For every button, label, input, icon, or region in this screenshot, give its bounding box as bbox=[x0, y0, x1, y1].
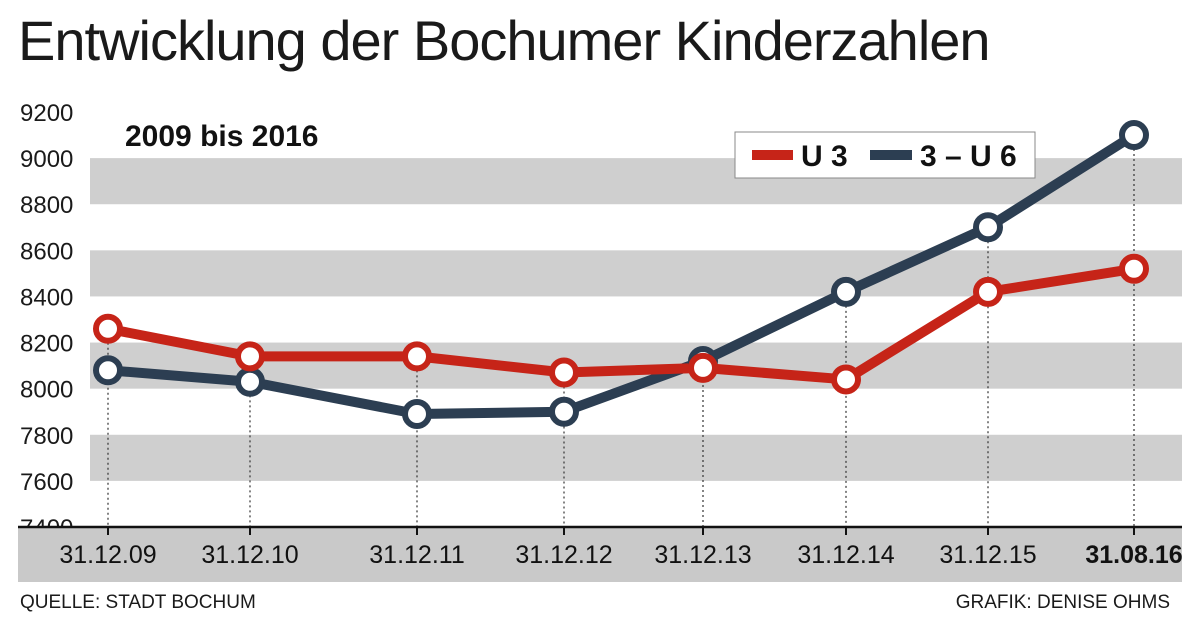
y-tick-label: 9000 bbox=[20, 146, 73, 173]
data-point-u3 bbox=[549, 357, 579, 388]
x-tick-label: 31.12.11 bbox=[369, 541, 464, 569]
data-point-u3 bbox=[1119, 253, 1149, 284]
data-point-u6 bbox=[831, 276, 861, 307]
y-tick-label: 9200 bbox=[20, 100, 73, 127]
data-point-u6 bbox=[549, 396, 579, 427]
data-point-u3 bbox=[402, 341, 432, 372]
data-point-u3 bbox=[235, 341, 265, 372]
x-tick-label: 31.12.10 bbox=[201, 541, 298, 569]
data-point-u6 bbox=[1119, 120, 1149, 151]
x-axis: 31.12.09 31.12.10 31.12.11 31.12.12 31.12.13… bbox=[18, 525, 1183, 582]
x-axis-bar bbox=[18, 527, 1182, 582]
y-tick-label: 8800 bbox=[20, 192, 73, 219]
y-tick-label: 7800 bbox=[20, 423, 73, 450]
chart-title: Entwicklung der Bochumer Kinderzahlen bbox=[18, 9, 991, 72]
series-lines bbox=[103, 130, 1139, 420]
x-tick-label: 31.12.15 bbox=[939, 541, 1036, 569]
series-line-u3 bbox=[103, 263, 1139, 385]
grid-band bbox=[90, 434, 1182, 481]
data-point-u3 bbox=[688, 352, 718, 383]
chart-subtitle: 2009 bis 2016 bbox=[125, 120, 319, 153]
series-line-u6 bbox=[103, 130, 1139, 420]
y-tick-label: 8400 bbox=[20, 284, 73, 311]
y-axis-ticks: 9200900088008600840082008000780076007400 bbox=[20, 100, 73, 542]
y-tick-label: 8200 bbox=[20, 331, 73, 358]
data-point-u3 bbox=[973, 276, 1003, 307]
y-tick-label: 8600 bbox=[20, 238, 73, 265]
data-point-u3 bbox=[93, 313, 123, 344]
x-tick-label: 31.12.12 bbox=[515, 541, 612, 569]
legend-label-u6: 3 – U 6 bbox=[920, 140, 1017, 173]
data-point-u6 bbox=[402, 399, 432, 430]
data-point-u3 bbox=[831, 364, 861, 395]
legend-label-u3: U 3 bbox=[801, 140, 848, 173]
y-tick-label: 8000 bbox=[20, 377, 73, 404]
graphic-credit: GRAFIK: DENISE OHMS bbox=[955, 592, 1170, 613]
data-points bbox=[93, 120, 1149, 430]
legend: U 3 3 – U 6 bbox=[734, 131, 1036, 179]
chart-subtitle-group: 2009 bis 2016 bbox=[125, 120, 319, 153]
grid-bands bbox=[90, 158, 1182, 481]
data-point-u6 bbox=[93, 355, 123, 386]
x-tick-label: 31.12.14 bbox=[797, 541, 894, 569]
source-note: QUELLE: STADT BOCHUM bbox=[20, 592, 256, 613]
x-tick-label: 31.08.16 bbox=[1085, 541, 1182, 569]
x-tick-label: 31.12.09 bbox=[59, 541, 156, 569]
data-point-u6 bbox=[973, 212, 1003, 243]
y-tick-label: 7600 bbox=[20, 469, 73, 496]
data-point-u6 bbox=[235, 366, 265, 397]
x-tick-label: 31.12.13 bbox=[654, 541, 751, 569]
